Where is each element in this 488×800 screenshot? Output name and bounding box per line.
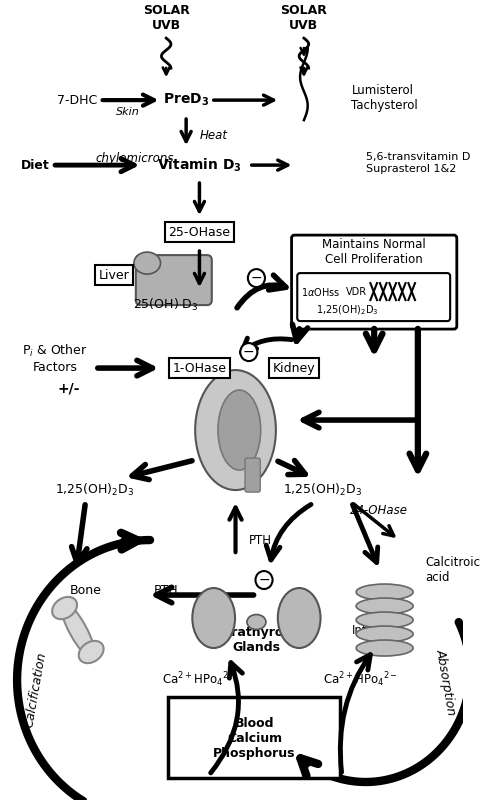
Text: SOLAR
UVB: SOLAR UVB [281,4,327,32]
Text: 25(OH) D$_3$: 25(OH) D$_3$ [133,297,199,313]
Ellipse shape [195,370,276,490]
Text: Bone: Bone [69,583,102,597]
Text: 7-DHC: 7-DHC [57,94,97,106]
Text: PTH: PTH [249,534,272,546]
Ellipse shape [356,584,413,600]
Ellipse shape [356,640,413,656]
Circle shape [255,571,273,589]
Ellipse shape [79,641,103,663]
Ellipse shape [61,602,95,658]
Text: 1,25(OH)$_2$D$_3$: 1,25(OH)$_2$D$_3$ [283,482,363,498]
Text: Ca$^{2+}$HPo$_4$$^{2-}$: Ca$^{2+}$HPo$_4$$^{2-}$ [162,670,237,690]
Text: PTH: PTH [154,583,179,597]
Text: Kidney: Kidney [273,362,316,374]
Text: 1,25(OH)$_2$D$_3$: 1,25(OH)$_2$D$_3$ [55,482,135,498]
Text: −: − [251,271,262,285]
FancyBboxPatch shape [168,697,340,778]
Ellipse shape [356,626,413,642]
Text: Absorption: Absorption [434,648,459,716]
FancyBboxPatch shape [245,458,260,492]
Text: chylomicrons: chylomicrons [95,152,173,165]
Text: 25-OHase: 25-OHase [168,226,230,238]
Text: $\mathbf{PreD_3}$: $\mathbf{PreD_3}$ [163,92,209,108]
Ellipse shape [192,588,235,648]
Text: Skin: Skin [116,107,140,117]
Text: 1$\alpha$OHss: 1$\alpha$OHss [301,286,341,298]
Text: 5,6-transvitamin D
Suprasterol 1&2: 5,6-transvitamin D Suprasterol 1&2 [366,152,470,174]
Text: Liver: Liver [99,269,129,282]
Text: Calcitroic
acid: Calcitroic acid [426,556,481,584]
Text: −: − [258,573,270,587]
FancyBboxPatch shape [136,255,212,305]
Text: 1-OHase: 1-OHase [172,362,226,374]
Text: −: − [243,345,255,359]
Text: 1,25(OH)$_2$D$_3$: 1,25(OH)$_2$D$_3$ [316,303,379,317]
FancyBboxPatch shape [291,235,457,329]
Text: Calcification: Calcification [23,651,49,729]
Text: Intestine: Intestine [352,623,404,637]
Ellipse shape [52,597,77,619]
Ellipse shape [356,612,413,628]
Text: $\mathbf{Vitamin\ D_3}$: $\mathbf{Vitamin\ D_3}$ [157,157,242,174]
Ellipse shape [247,614,266,630]
Text: VDR: VDR [346,287,366,297]
Text: 24-OHase: 24-OHase [349,503,407,517]
Ellipse shape [356,598,413,614]
Text: SOLAR
UVB: SOLAR UVB [143,4,190,32]
Text: +/-: +/- [57,381,80,395]
Text: Heat: Heat [200,129,227,142]
Text: Diet: Diet [21,158,50,172]
FancyBboxPatch shape [297,273,450,321]
Ellipse shape [218,390,261,470]
Text: P$_i$ & Other
Factors: P$_i$ & Other Factors [22,342,88,374]
Text: Parathyroid
Glands: Parathyroid Glands [215,626,298,654]
Circle shape [240,343,257,361]
Text: Lumisterol
Tachysterol: Lumisterol Tachysterol [351,84,418,112]
Circle shape [248,269,265,287]
Text: Blood
Calcium
Phosphorus: Blood Calcium Phosphorus [213,717,296,759]
Ellipse shape [134,252,161,274]
Text: Ca$^{2+}$HPo$_4$$^{2-}$: Ca$^{2+}$HPo$_4$$^{2-}$ [324,670,398,690]
Text: Maintains Normal
Cell Proliferation: Maintains Normal Cell Proliferation [322,238,426,266]
Ellipse shape [278,588,321,648]
